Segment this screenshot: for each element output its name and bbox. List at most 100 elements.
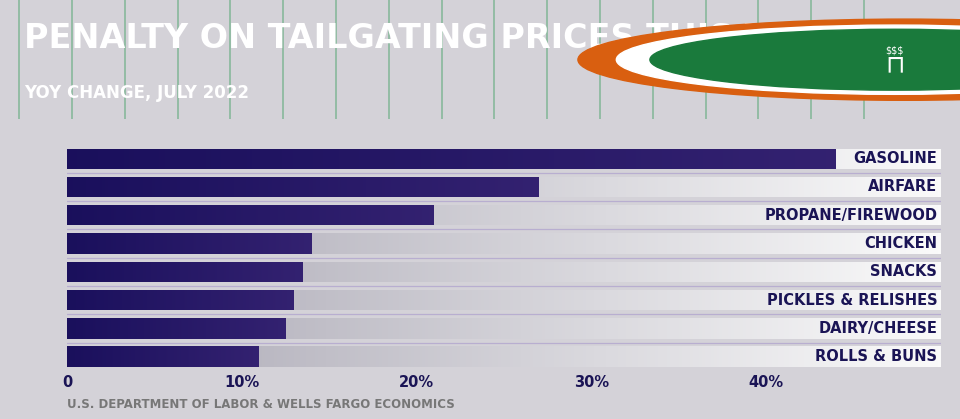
Bar [74, 177, 77, 197]
Bar [287, 261, 289, 282]
Bar [667, 177, 670, 197]
Bar [795, 177, 798, 197]
Bar [112, 318, 114, 339]
Bar [806, 261, 809, 282]
Bar [434, 177, 437, 197]
Bar [366, 205, 368, 225]
Bar [275, 177, 277, 197]
Bar [405, 290, 408, 310]
Bar [67, 318, 69, 339]
Bar [626, 177, 629, 197]
Bar [324, 233, 326, 254]
Bar [498, 177, 501, 197]
Bar [813, 290, 816, 310]
Bar [921, 233, 924, 254]
Bar [597, 347, 600, 367]
Bar [196, 177, 200, 197]
Bar [382, 148, 385, 169]
Bar [155, 177, 157, 197]
Bar [894, 233, 897, 254]
Bar [766, 347, 769, 367]
Bar [775, 148, 780, 169]
Bar [133, 205, 135, 225]
Bar [492, 148, 495, 169]
Bar [464, 261, 467, 282]
Bar [498, 318, 501, 339]
Bar [172, 290, 173, 310]
Bar [924, 261, 926, 282]
Bar [511, 177, 514, 197]
Bar [202, 205, 204, 225]
Bar [276, 318, 278, 339]
Bar [248, 347, 251, 367]
Bar [749, 261, 752, 282]
Bar [312, 318, 315, 339]
Bar [239, 261, 242, 282]
Bar [205, 261, 207, 282]
Bar [303, 148, 308, 169]
Bar [440, 205, 443, 225]
Bar [382, 233, 385, 254]
Bar [138, 261, 139, 282]
Bar [766, 148, 769, 169]
Bar [113, 148, 118, 169]
Bar [664, 233, 667, 254]
Bar [798, 233, 801, 254]
Bar [297, 177, 300, 197]
Bar [129, 233, 132, 254]
Bar [242, 290, 245, 310]
Bar [162, 318, 163, 339]
Bar [783, 261, 786, 282]
Bar [134, 347, 137, 367]
Bar [182, 205, 184, 225]
Bar [279, 318, 281, 339]
Bar [428, 233, 431, 254]
Bar [699, 347, 702, 367]
Bar [888, 347, 891, 367]
Bar [434, 233, 437, 254]
Bar [495, 318, 498, 339]
Bar [798, 290, 801, 310]
Bar [473, 177, 476, 197]
Bar [230, 290, 233, 310]
Bar [370, 205, 372, 225]
Bar [186, 205, 189, 225]
Bar [324, 148, 326, 169]
Bar [274, 177, 276, 197]
Bar [244, 318, 245, 339]
Bar [577, 205, 580, 225]
Bar [148, 261, 149, 282]
Bar [321, 318, 324, 339]
Bar [298, 318, 300, 339]
Bar [586, 347, 588, 367]
Bar [225, 261, 226, 282]
Bar [356, 205, 358, 225]
Bar [763, 205, 766, 225]
Bar [755, 148, 757, 169]
Bar [543, 148, 549, 169]
Bar [67, 205, 70, 225]
Bar [73, 148, 76, 169]
Bar [183, 177, 186, 197]
Bar [434, 290, 437, 310]
Bar [334, 205, 336, 225]
Bar [563, 318, 565, 339]
Bar [789, 290, 792, 310]
Bar [359, 148, 365, 169]
Bar [103, 233, 105, 254]
Bar [754, 148, 759, 169]
Bar [580, 318, 583, 339]
Bar [221, 347, 222, 367]
Bar [97, 233, 98, 254]
Bar [107, 205, 108, 225]
Bar [137, 233, 140, 254]
Bar [819, 347, 822, 367]
Bar [266, 290, 267, 310]
Bar [903, 177, 906, 197]
Bar [120, 290, 123, 310]
Bar [146, 205, 148, 225]
Bar [96, 261, 99, 282]
Bar [498, 233, 501, 254]
Bar [757, 290, 760, 310]
Bar [490, 233, 492, 254]
